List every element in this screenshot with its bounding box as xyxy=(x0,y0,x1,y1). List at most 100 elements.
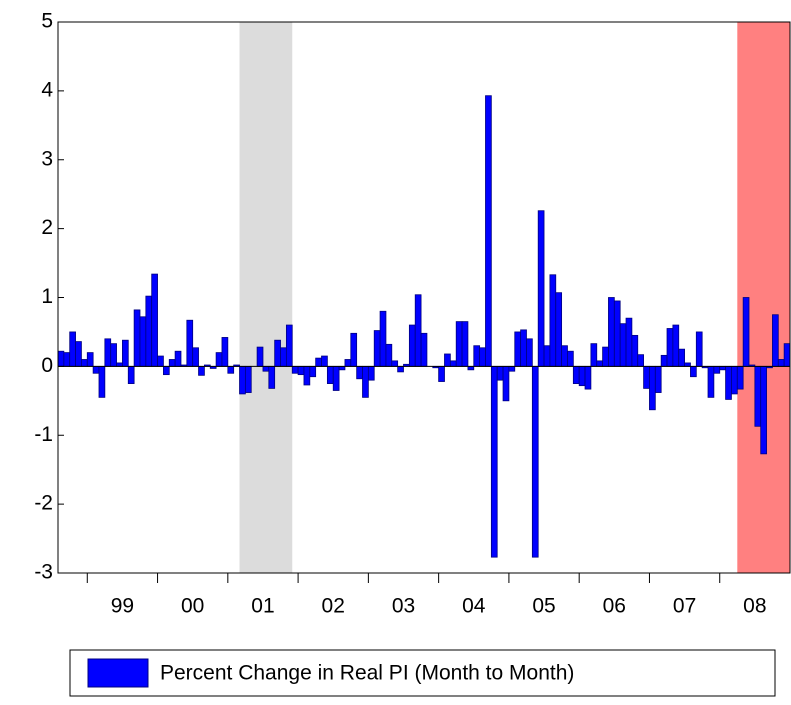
bar xyxy=(526,338,533,367)
y-tick-label: -3 xyxy=(34,561,53,584)
bar xyxy=(777,359,785,367)
bar xyxy=(75,341,82,367)
bar xyxy=(561,345,568,367)
bar xyxy=(110,343,117,367)
bar xyxy=(502,365,510,402)
bar xyxy=(192,347,199,367)
bar xyxy=(508,365,516,372)
bar xyxy=(69,331,76,367)
bar xyxy=(455,321,463,367)
bar xyxy=(590,343,598,367)
x-tick-label: 06 xyxy=(603,595,626,618)
bar xyxy=(408,324,416,367)
legend-label: Percent Change in Real PI (Month to Mont… xyxy=(160,662,574,685)
bar xyxy=(690,365,697,378)
bar xyxy=(57,350,65,367)
bar xyxy=(122,339,129,367)
bar xyxy=(379,310,387,367)
bar xyxy=(736,365,744,390)
bar xyxy=(654,365,662,393)
bar xyxy=(584,365,592,390)
bar xyxy=(157,355,164,367)
bar xyxy=(490,365,498,558)
bar xyxy=(350,332,358,367)
x-tick-label: 07 xyxy=(673,595,696,618)
bar xyxy=(531,365,539,558)
bar xyxy=(81,359,88,367)
bar xyxy=(274,339,281,367)
bar xyxy=(649,365,656,411)
bar xyxy=(467,365,475,371)
bar xyxy=(549,274,557,367)
bar xyxy=(139,316,147,367)
bar xyxy=(268,365,276,389)
bar xyxy=(631,334,639,367)
bar xyxy=(485,95,492,367)
bar xyxy=(291,365,299,374)
bar xyxy=(297,365,305,376)
bar xyxy=(244,365,252,393)
bar xyxy=(643,365,650,389)
bar xyxy=(315,357,322,367)
bar xyxy=(133,309,141,367)
bar xyxy=(362,365,369,398)
bar xyxy=(367,365,375,381)
bar xyxy=(332,365,340,391)
x-tick-label: 03 xyxy=(392,595,415,618)
bar xyxy=(666,328,674,367)
bar xyxy=(731,365,738,395)
bar xyxy=(608,297,615,367)
plot-frame xyxy=(57,21,791,574)
bar xyxy=(479,347,486,367)
bar xyxy=(92,365,100,374)
bar xyxy=(104,338,112,367)
bar xyxy=(86,352,94,367)
bar xyxy=(309,365,317,378)
y-tick-label: 5 xyxy=(41,10,53,33)
bar xyxy=(163,365,170,376)
bar xyxy=(537,210,545,367)
bar xyxy=(262,365,270,372)
bar xyxy=(145,295,153,367)
bar xyxy=(168,359,176,367)
bar xyxy=(338,365,346,371)
bar xyxy=(672,324,680,367)
bar xyxy=(742,297,750,367)
bar xyxy=(198,365,205,376)
bar xyxy=(637,354,645,367)
y-tick-label: 0 xyxy=(41,354,53,377)
bar xyxy=(619,323,627,367)
bar xyxy=(420,332,428,367)
y-tick-label: 1 xyxy=(41,285,53,308)
x-tick-label: 01 xyxy=(251,595,274,618)
bar xyxy=(572,365,580,384)
bar xyxy=(303,365,311,386)
bar xyxy=(684,362,691,367)
x-tick-label: 04 xyxy=(462,595,486,618)
x-tick-label: 08 xyxy=(743,595,766,618)
bar xyxy=(695,331,703,367)
bar xyxy=(678,348,685,367)
bar xyxy=(783,343,791,367)
bar xyxy=(449,360,457,367)
bar xyxy=(391,360,399,367)
bar xyxy=(321,355,328,367)
bar xyxy=(461,321,469,367)
y-tick-label: -1 xyxy=(34,423,53,446)
bar xyxy=(63,352,71,367)
bar xyxy=(578,365,586,387)
bar xyxy=(543,345,551,367)
bar xyxy=(397,365,404,373)
bar xyxy=(625,317,633,367)
bar xyxy=(280,347,287,367)
bar xyxy=(227,365,235,374)
bar xyxy=(555,292,563,367)
bar xyxy=(98,365,106,398)
bar xyxy=(221,337,229,367)
bar xyxy=(344,359,352,367)
bar xyxy=(326,365,334,384)
bar xyxy=(707,365,715,398)
bar xyxy=(444,353,451,367)
bar xyxy=(373,330,381,367)
bar xyxy=(613,300,621,367)
